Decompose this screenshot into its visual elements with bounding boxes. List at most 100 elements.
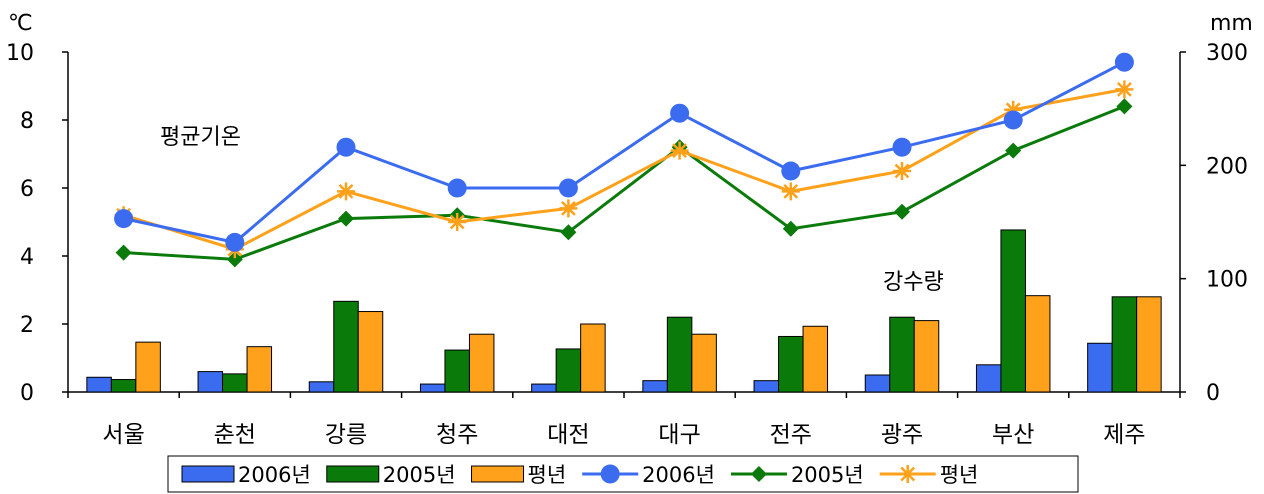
right-tick-label: 200 [1206, 154, 1248, 179]
right-tick-label: 0 [1206, 381, 1220, 406]
legend-line-label-0: 2006년 [642, 463, 715, 487]
bar-0-2 [308, 381, 335, 393]
legend-bar-label-2: 평년 [528, 463, 567, 487]
category-label: 서울 [102, 422, 144, 448]
point-1-8 [1005, 142, 1022, 159]
bar-2-2 [357, 311, 384, 393]
point-0-2 [336, 137, 356, 157]
point-2-3 [448, 213, 467, 231]
bar-1-4 [555, 348, 582, 393]
point-0-9 [1114, 52, 1134, 72]
bar-0-0 [86, 376, 112, 393]
point-2-9 [1115, 80, 1134, 99]
category-label: 대전 [547, 422, 589, 448]
annotation-temperature: 평균기온 [160, 125, 241, 150]
bar-1-9 [1111, 296, 1138, 393]
point-0-0 [114, 209, 134, 229]
point-0-7 [892, 137, 912, 157]
bar-2-3 [468, 333, 495, 393]
right-tick-label: 100 [1206, 268, 1248, 293]
point-1-2 [338, 210, 354, 227]
legend-bar-swatch-2 [471, 465, 525, 483]
bar-0-9 [1087, 342, 1113, 393]
category-label: 청주 [436, 422, 478, 448]
bar-1-8 [1000, 229, 1026, 393]
bar-2-1 [246, 346, 273, 393]
bar-0-8 [975, 364, 1002, 393]
legend: 2006년 2005년 평년 2006년 2005년 평년 [167, 455, 1079, 493]
legend-marker-0 [600, 464, 620, 484]
category-label: 전주 [770, 422, 812, 448]
bar-0-1 [197, 371, 224, 393]
bar-2-6 [802, 325, 829, 393]
legend-line-label-1: 2005년 [791, 463, 864, 487]
point-2-7 [893, 162, 911, 180]
legend-marker-1 [750, 466, 767, 482]
category-label: 강릉 [325, 422, 367, 448]
point-0-8 [1003, 110, 1023, 130]
bar-2-0 [135, 341, 161, 393]
point-1-4 [560, 224, 577, 241]
bar-1-1 [222, 373, 248, 393]
point-0-6 [781, 161, 801, 181]
bar-2-9 [1136, 296, 1162, 393]
point-0-5 [670, 103, 690, 123]
category-label: 부산 [992, 422, 1034, 448]
point-2-4 [559, 199, 578, 218]
legend-line-label-2: 평년 [940, 463, 979, 487]
category-label: 광주 [881, 422, 923, 448]
point-1-6 [782, 220, 799, 237]
left-tick-label: 10 [6, 41, 34, 66]
point-1-7 [894, 203, 910, 220]
point-0-4 [558, 178, 578, 198]
bar-2-5 [691, 333, 717, 393]
line-0 [123, 60, 1126, 245]
left-tick-label: 6 [20, 177, 34, 202]
left-tick-label: 2 [20, 313, 34, 338]
bar-1-3 [444, 349, 470, 393]
legend-marker-2 [898, 465, 917, 483]
labels: ℃ mm 평균기온 강수량 [8, 11, 1253, 295]
bar-0-3 [419, 383, 446, 393]
right-tick-label: 300 [1206, 41, 1248, 66]
bar-1-2 [333, 300, 359, 393]
bar-2-7 [913, 320, 940, 393]
bar-1-5 [666, 316, 693, 393]
point-0-3 [447, 178, 467, 198]
left-tick-label: 8 [20, 109, 34, 134]
bar-1-0 [110, 379, 137, 393]
point-0-1 [225, 232, 245, 252]
category-label: 춘천 [214, 422, 256, 448]
annotation-precipitation: 강수량 [883, 270, 944, 295]
left-axis-unit: ℃ [8, 11, 33, 36]
bar-1-6 [778, 335, 804, 393]
point-1-1 [226, 251, 243, 268]
left-tick-label: 4 [20, 245, 34, 270]
bar-2-8 [1024, 295, 1051, 393]
category-label: 대구 [658, 422, 700, 448]
left-tick-label: 0 [20, 381, 34, 406]
legend-bar-swatch-0 [181, 465, 235, 483]
bar-1-7 [889, 316, 915, 393]
point-1-9 [1116, 98, 1133, 115]
point-2-2 [337, 182, 355, 201]
legend-bar-label-0: 2006년 [238, 463, 311, 487]
bar-2-4 [580, 323, 606, 393]
point-2-6 [781, 182, 800, 201]
bar-0-6 [753, 380, 780, 393]
bar-0-4 [531, 383, 557, 393]
right-axis-unit: mm [1210, 11, 1253, 36]
legend-bar-label-1: 2005년 [383, 463, 456, 487]
point-1-0 [115, 244, 132, 261]
lines [114, 52, 1134, 268]
category-label: 제주 [1103, 422, 1145, 448]
legend-bar-swatch-1 [326, 465, 380, 483]
line-1 [123, 105, 1125, 261]
bar-0-7 [864, 374, 891, 393]
bars [86, 229, 1162, 393]
point-2-5 [670, 141, 689, 160]
bar-0-5 [642, 380, 668, 393]
line-2 [123, 87, 1125, 251]
